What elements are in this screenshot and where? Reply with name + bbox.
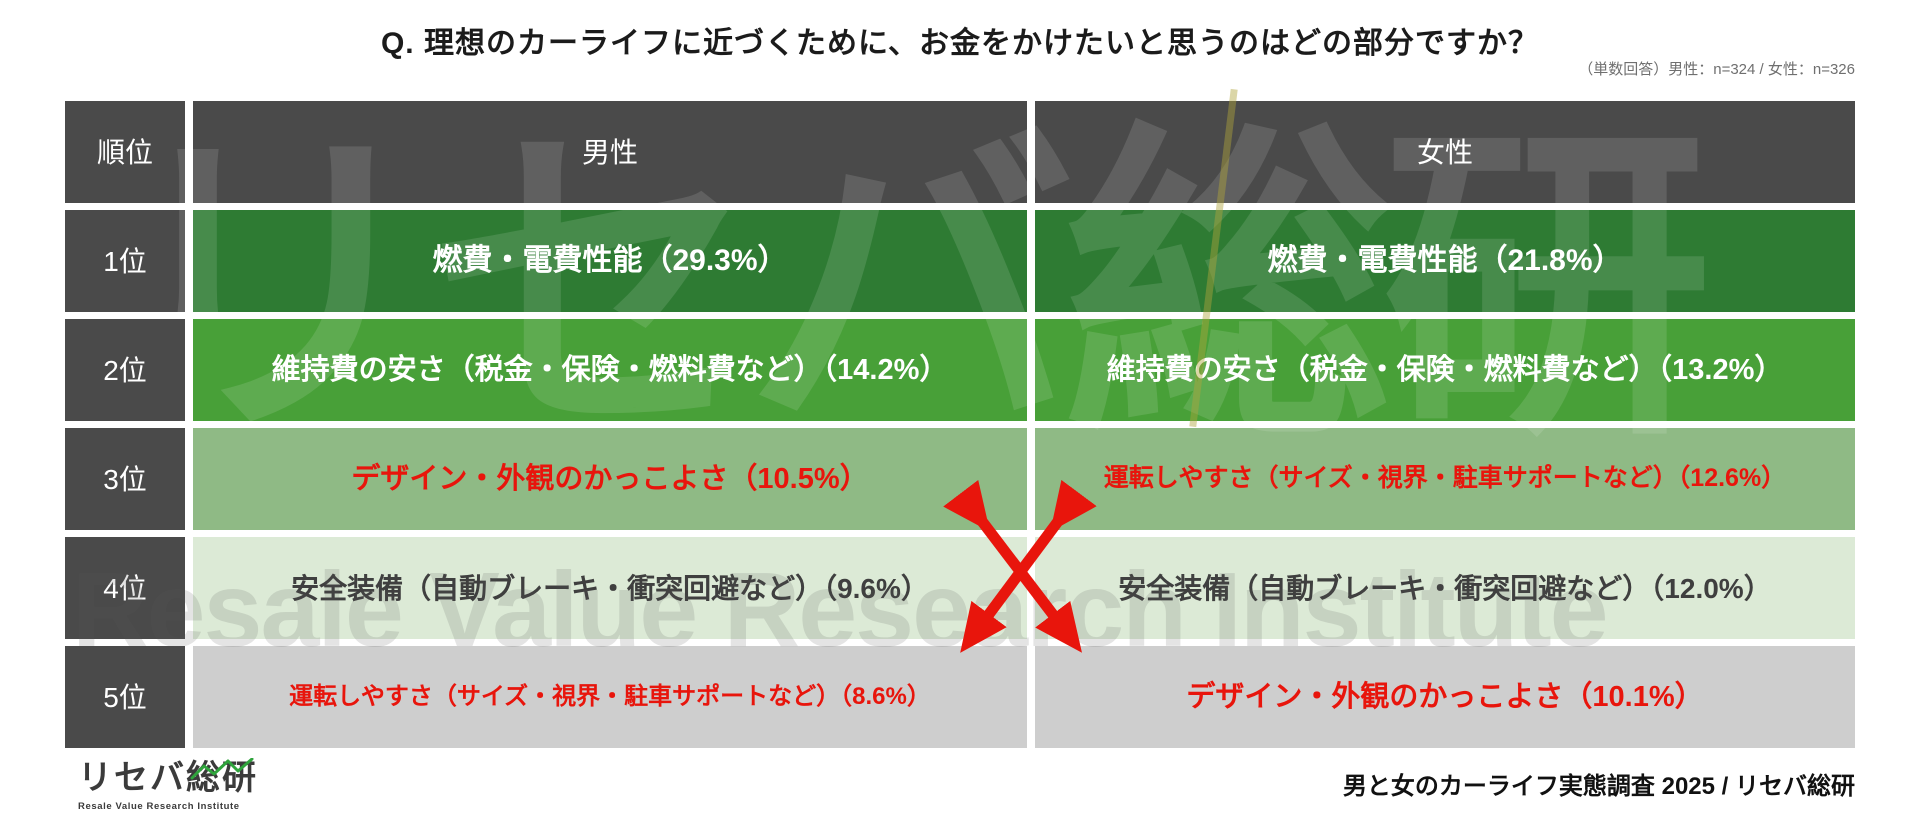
header-male: 男性 xyxy=(193,101,1027,203)
female-rank1-cell: 燃費・電費性能（21.8%） xyxy=(1035,210,1855,312)
rank-label-3: 3位 xyxy=(65,428,185,530)
survey-credit: 男と女のカーライフ実態調査 2025 / リセバ総研 xyxy=(1342,773,1855,800)
header-rank: 順位 xyxy=(65,101,185,203)
header-female: 女性 xyxy=(1035,101,1855,203)
page-title: Q. 理想のカーライフに近づくために、お金をかけたいと思うのはどの部分ですか？ xyxy=(380,27,1540,60)
rank-label-5: 5位 xyxy=(65,646,185,748)
rank-label-4: 4位 xyxy=(65,537,185,639)
male-rank1-cell: 燃費・電費性能（29.3%） xyxy=(193,210,1027,312)
ranking-table: 順位 男性 女性 1位 燃費・電費性能（29.3%） 燃費・電費性能（21.8%… xyxy=(65,101,1855,748)
male-rank2-cell: 維持費の安さ（税金・保険・燃料費など）（14.2%） xyxy=(193,319,1027,421)
female-rank2-cell: 維持費の安さ（税金・保険・燃料費など）（13.2%） xyxy=(1035,319,1855,421)
rank-label-2: 2位 xyxy=(65,319,185,421)
female-rank4-cell: 安全装備（自動ブレーキ・衝突回避など）（12.0%） xyxy=(1035,537,1855,639)
female-rank3-cell: 運転しやすさ（サイズ・視界・駐車サポートなど）（12.6%） xyxy=(1035,428,1855,530)
male-rank5-cell: 運転しやすさ（サイズ・視界・駐車サポートなど）（8.6%） xyxy=(193,646,1027,748)
logo-jp-text: リセバ総研 xyxy=(78,759,258,797)
female-rank5-cell: デザイン・外観のかっこよさ（10.1%） xyxy=(1035,646,1855,748)
logo-trendline-icon xyxy=(190,758,254,780)
logo-en-text: Resale Value Research Institute xyxy=(78,801,240,812)
male-rank3-cell: デザイン・外観のかっこよさ（10.5%） xyxy=(193,428,1027,530)
male-rank4-cell: 安全装備（自動ブレーキ・衝突回避など）（9.6%） xyxy=(193,537,1027,639)
survey-note: （単数回答）男性：n=324 / 女性：n=326 xyxy=(1578,61,1855,78)
riseba-logo: リセバ総研 Resale Value Research Institute xyxy=(78,750,258,812)
rank-label-1: 1位 xyxy=(65,210,185,312)
